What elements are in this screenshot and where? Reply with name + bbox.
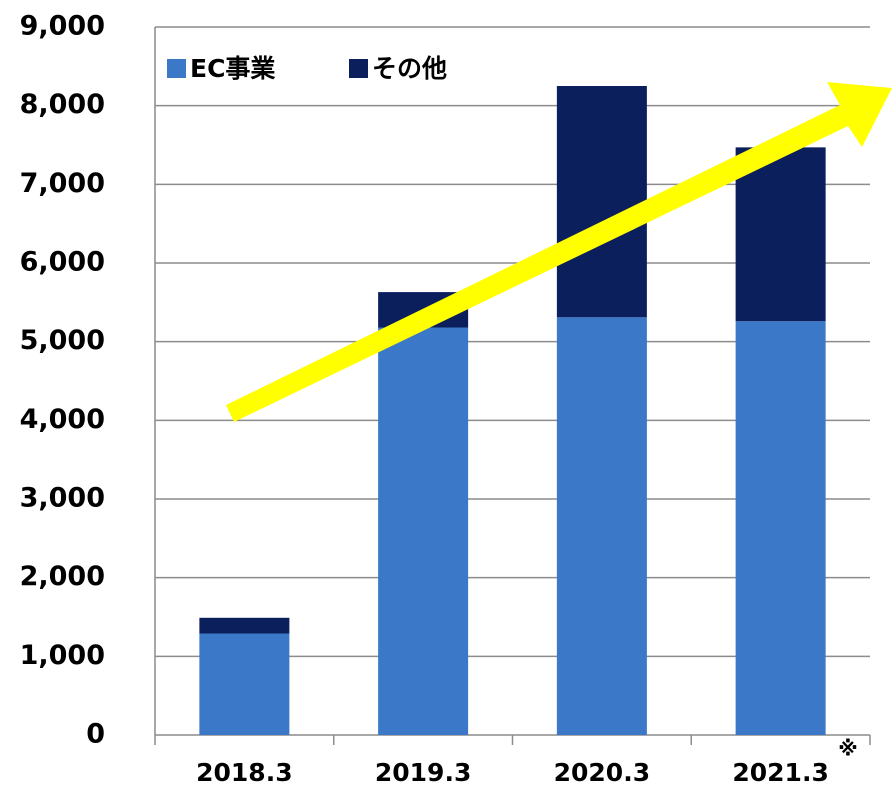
y-tick-label: 0 bbox=[86, 719, 105, 750]
annotation: ※ bbox=[838, 737, 857, 761]
bar-segment bbox=[199, 617, 290, 634]
y-tick-label: 1,000 bbox=[20, 640, 105, 671]
y-tick-label: 8,000 bbox=[20, 89, 105, 120]
bar-segment bbox=[735, 147, 826, 322]
legend-label: その他 bbox=[372, 54, 447, 83]
y-tick-label: 5,000 bbox=[20, 325, 105, 356]
x-tick-label: 2018.3 bbox=[196, 758, 292, 787]
y-tick-label: 4,000 bbox=[20, 404, 105, 435]
legend-label: EC事業 bbox=[190, 54, 275, 83]
bar-segment bbox=[556, 86, 647, 318]
x-tick-label: 2019.3 bbox=[375, 758, 471, 787]
y-tick-label: 3,000 bbox=[20, 483, 105, 514]
labels: 0 1,000 2,000 3,000 4,000 5,000 6,000 7,000 8,00… bbox=[20, 11, 858, 788]
y-tick-label: 7,000 bbox=[20, 168, 105, 199]
legend-swatch bbox=[167, 59, 186, 78]
x-tick-label: 2020.3 bbox=[554, 758, 650, 787]
x-tick-label: 2021.3 bbox=[732, 758, 828, 787]
legend-swatch bbox=[349, 59, 368, 78]
y-tick-label: 2,000 bbox=[20, 561, 105, 592]
bars bbox=[199, 86, 826, 735]
y-tick-label: 6,000 bbox=[20, 247, 105, 278]
y-tick-label: 9,000 bbox=[20, 11, 105, 42]
bar-segment bbox=[378, 327, 469, 735]
bar-segment bbox=[199, 633, 290, 735]
trend-arrow bbox=[226, 82, 892, 422]
bar-segment bbox=[556, 317, 647, 735]
bar-segment bbox=[735, 321, 826, 735]
